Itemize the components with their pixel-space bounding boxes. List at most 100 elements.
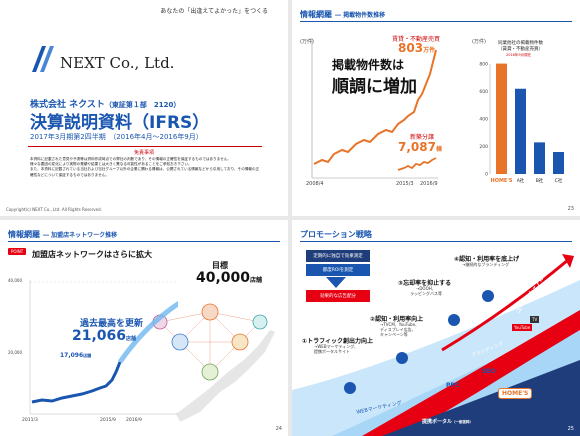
step2-desc-2: ディスプレイ広告、 [380, 327, 416, 332]
share-arrow-head [562, 254, 574, 268]
step2-desc-3: キャンペーン等 [380, 332, 408, 337]
step1-desc-2: 提携ポータルサイト [314, 349, 350, 354]
header-rule [300, 241, 572, 242]
person-icons [152, 303, 268, 381]
prev-value: 17,096店舗 [60, 352, 91, 359]
y-unit: (万件) [300, 39, 314, 45]
slide-network: 情報網羅 ― 加盟店ネットワーク推移 POINT 加盟店ネットワークはさらに拡大 … [0, 220, 288, 436]
step1-desc-1: →WEBマーケティング、 [314, 344, 358, 349]
prev-unit: 店舗 [83, 353, 92, 358]
disclaimer-line: 本資料に記載された意見や予測等は資料作成時点での弊社の判断であり、その情報の正確… [30, 157, 231, 161]
logo-text: NEXT Co., Ltd. [60, 54, 175, 72]
x-tick: 2011/3 [22, 418, 38, 423]
label-bottom-unit: 棟 [435, 146, 442, 153]
bar-3 [553, 152, 564, 174]
record-value: 21,066店舗 [72, 328, 136, 344]
bar-0 [496, 63, 507, 174]
step4-title: ④認知・利用率を底上げ [454, 256, 520, 263]
youtube-tag: YouTube [512, 324, 533, 331]
bar-y-tick: 200 [479, 144, 488, 150]
homes-logo: HOME'S [498, 388, 533, 399]
label-bottom-number: 7,087 [398, 140, 436, 154]
flow-box-3: 効果的な広告配分 [306, 290, 370, 302]
target-value: 40,000店舗 [196, 270, 262, 286]
company: 株式会社 ネクスト [30, 100, 105, 110]
headline-1: 掲載物件数は [332, 58, 405, 72]
section-header: 情報網羅 ― 加盟店ネットワーク推移 [8, 229, 117, 240]
bar-y-tick: 400 [479, 117, 488, 123]
step-marker-icon [482, 290, 494, 302]
x-tick: 2016/9 [126, 418, 142, 423]
tagline: あなたの「出逢えてよかった」をつくる [160, 8, 268, 15]
flow-arrow-icon [326, 277, 346, 288]
header-title: 情報網羅 [8, 230, 40, 239]
bar-2 [534, 142, 545, 174]
y-tick: 20,000 [8, 350, 22, 355]
x-tick: 2016/9 [420, 181, 438, 187]
disclaimer-line: また、本資料に記載されている当社および当社グループ以外の企業に関わる情報は、公開… [30, 167, 260, 177]
target-label: 目標 [212, 261, 228, 270]
network-line-chart [29, 280, 178, 415]
step-marker-icon [396, 352, 408, 364]
x-tick: 2015/3 [396, 181, 414, 187]
step2-title: ②認知・利用率向上 [370, 316, 424, 323]
portal-sub: （一部抜粋） [452, 420, 474, 424]
disclaimer-text: 本資料に記載された意見や予測等は資料作成時点での弊社の判断であり、その情報の正確… [30, 157, 262, 178]
label-bottom-value: 7,087棟 [398, 140, 442, 154]
step-markers [344, 290, 494, 394]
bar-category-label: B社 [536, 177, 544, 184]
step-marker-icon [344, 382, 356, 394]
person-icon [201, 303, 219, 321]
band-label-portal: 提携ポータル（一部抜粋） [422, 418, 473, 425]
point-badge: POINT [8, 248, 27, 255]
company-name: 株式会社 ネクスト（東証第１部 2120） [30, 97, 180, 110]
record-unit: 店舗 [126, 336, 137, 342]
label-bottom-title: 新築分譲 [410, 134, 435, 141]
bar-title-1: 同業他社の掲載物件数 [498, 41, 543, 46]
share-arrow [441, 258, 569, 352]
bar-unit: (万件) [472, 39, 486, 45]
label-top-title: 賃貸・不動産売買 [392, 36, 441, 43]
person-icon [231, 333, 249, 351]
header-title: プロモーション戦略 [300, 230, 372, 239]
step1-title: ①トラフィック創出力向上 [302, 338, 373, 345]
person-icon [171, 333, 189, 351]
y-tick: 40,000 [8, 278, 22, 283]
tv-tag: TV [530, 316, 540, 323]
header-rule [300, 21, 572, 22]
bar-y-tick: 800 [479, 62, 488, 68]
page-number: 23 [567, 206, 574, 212]
page-number: 24 [275, 426, 282, 432]
page-title: 決算説明資料（IFRS） [30, 113, 210, 133]
header-rule [8, 241, 280, 242]
label-top-value: 803万件 [398, 41, 435, 55]
page-number: 25 [567, 426, 574, 432]
step4-desc: →継続的なブランディング [462, 262, 510, 267]
header-sub: ― 加盟店ネットワーク推移 [43, 232, 118, 239]
series-line [31, 361, 122, 404]
bar-title-2: （賃貸・不動産売買） [498, 47, 543, 52]
step2-desc-1: →TVCM、YouTube、 [380, 322, 420, 327]
person-icon [201, 363, 219, 381]
x-tick: 2015/9 [100, 418, 116, 423]
series-line-rental [313, 49, 437, 165]
disclaimer-line: 様々な要因の変化により実際の業績や結果とは大きく異なる可能性があることをご承知お… [30, 162, 192, 167]
subtitle: 加盟店ネットワークはさらに拡大 [32, 250, 152, 259]
bar-note: 2016年9月現在 [506, 53, 532, 57]
growth-arrow [117, 300, 178, 364]
disclaimer-title: 免責事項 [133, 150, 154, 156]
slide-listings: 情報網羅 ― 掲載物件数推移 (万件) 掲載物件数は 順調に増加 賃貸・不動産売買… [292, 0, 580, 216]
bar-y-tick: 0 [485, 172, 488, 178]
flow-box-2: 都度ROIを測定 [306, 264, 370, 276]
slide-promotion: プロモーション戦略 定期的に独自で効果測定 都度ROIを測定 効果的な広告配分 … [292, 220, 580, 436]
bar-y-tick: 600 [479, 89, 488, 95]
record-number: 21,066 [72, 328, 127, 344]
target-number: 40,000 [196, 270, 251, 286]
x-tick: 2008/4 [306, 181, 324, 187]
headline-2: 順調に増加 [332, 77, 417, 97]
record-label: 過去最高を更新 [80, 319, 144, 329]
flow-box-1: 定期的に独自で効果測定 [306, 250, 370, 262]
disclaimer-divider [28, 146, 262, 147]
step3-desc-2: ラッピングバス等 [410, 291, 442, 296]
